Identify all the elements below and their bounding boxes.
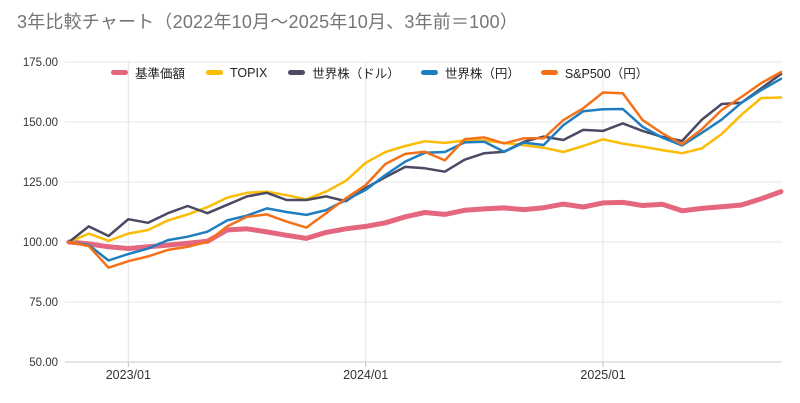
legend-item-world-usd: 世界株（ドル） [288,63,400,82]
y-axis-tick-label: 100.00 [23,237,58,249]
y-axis-tick-label: 75.00 [29,297,58,309]
y-axis-tick-label: 50.00 [29,357,58,369]
series-line-基準価額 [66,189,784,251]
topix-line-swatch-icon [206,70,224,75]
chart-title: 3年比較チャート（2022年10月～2025年10月、3年前＝100） [17,12,519,32]
fund-line-swatch-icon [111,70,128,75]
sp500-jpy-line-swatch-icon [540,70,558,75]
legend-label: 基準価額 [135,67,186,81]
y-axis-tick-label: 125.00 [23,177,58,189]
chart-legend: 基準価額 TOPIX 世界株（ドル） 世界株（円） S&P500（円） [111,63,648,82]
legend-item-sp500-jpy: S&P500（円） [540,63,649,82]
world-usd-line-swatch-icon [288,70,306,75]
legend-label: 世界株（ドル） [312,67,400,81]
legend-item-world-jpy: 世界株（円） [420,63,520,82]
x-axis-tick-label: 2024/01 [343,368,388,382]
x-axis-tick-label: 2023/01 [106,368,151,382]
x-axis-tick-label: 2025/01 [580,368,625,382]
y-axis-tick-label: 150.00 [23,117,58,129]
legend-item-topix: TOPIX [206,66,267,80]
series-line-世界株（円） [67,77,783,262]
series-line-TOPIX [67,96,783,244]
legend-label: TOPIX [230,65,268,80]
legend-label: 世界株（円） [444,67,520,81]
series-line-S&P500（円） [67,70,783,269]
legend-label: S&P500（円） [564,67,649,81]
y-axis-tick-label: 175.00 [23,57,58,69]
legend-item-fund: 基準価額 [111,63,185,82]
world-jpy-line-swatch-icon [420,70,438,75]
